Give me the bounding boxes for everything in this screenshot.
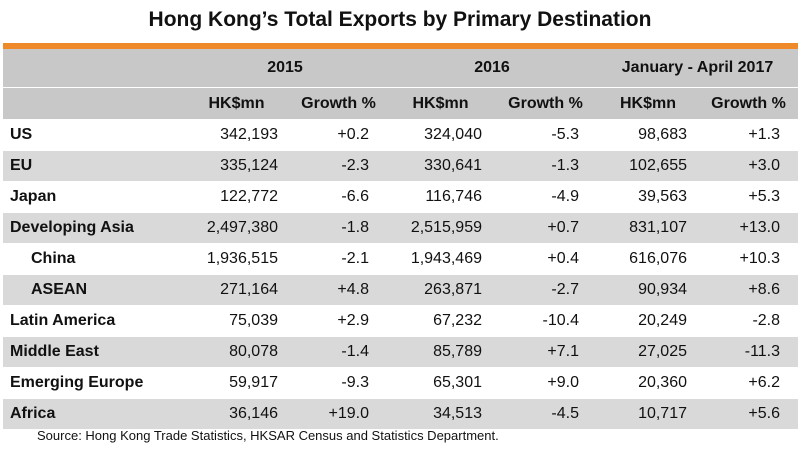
growth-cell: -1.8 <box>290 212 387 244</box>
value-cell: 330,641 <box>387 150 494 182</box>
row-label: Developing Asia <box>3 212 183 244</box>
value-cell: 122,772 <box>183 181 290 213</box>
value-cell: 36,146 <box>183 398 290 429</box>
value-cell: 116,746 <box>387 181 494 213</box>
growth-cell: +5.3 <box>699 181 799 213</box>
value-cell: 102,655 <box>597 150 699 182</box>
growth-cell: -5.3 <box>494 119 597 151</box>
table-row: ASEAN 271,164 +4.8 263,871 -2.7 90,934 +… <box>3 274 799 306</box>
corner-cell <box>3 49 183 88</box>
value-cell: 34,513 <box>387 398 494 429</box>
value-cell: 27,025 <box>597 336 699 368</box>
value-cell: 85,789 <box>387 336 494 368</box>
table-row: Africa 36,146 +19.0 34,513 -4.5 10,717 +… <box>3 398 799 429</box>
growth-cell: +9.0 <box>494 367 597 399</box>
value-cell: 831,107 <box>597 212 699 244</box>
subheader-hkmn: HK$mn <box>183 87 290 120</box>
growth-cell: -2.3 <box>290 150 387 182</box>
row-label: EU <box>3 150 183 182</box>
growth-cell: +3.0 <box>699 150 799 182</box>
value-cell: 20,249 <box>597 305 699 337</box>
subheader-hkmn: HK$mn <box>597 87 699 120</box>
growth-cell: -4.5 <box>494 398 597 429</box>
growth-cell: +1.3 <box>699 119 799 151</box>
value-cell: 335,124 <box>183 150 290 182</box>
growth-cell: -10.4 <box>494 305 597 337</box>
subheader-growth: Growth % <box>699 87 799 120</box>
growth-cell: -11.3 <box>699 336 799 368</box>
growth-cell: -9.3 <box>290 367 387 399</box>
row-label: Emerging Europe <box>3 367 183 399</box>
corner-cell <box>3 87 183 120</box>
growth-cell: -1.3 <box>494 150 597 182</box>
value-cell: 616,076 <box>597 243 699 275</box>
row-label: China <box>3 243 183 275</box>
value-cell: 324,040 <box>387 119 494 151</box>
growth-cell: -2.8 <box>699 305 799 337</box>
growth-cell: +19.0 <box>290 398 387 429</box>
growth-cell: +7.1 <box>494 336 597 368</box>
period-header-row: 2015 2016 January - April 2017 <box>3 49 799 88</box>
value-cell: 2,497,380 <box>183 212 290 244</box>
subheader-growth: Growth % <box>494 87 597 120</box>
value-cell: 342,193 <box>183 119 290 151</box>
growth-cell: +2.9 <box>290 305 387 337</box>
table-row: US 342,193 +0.2 324,040 -5.3 98,683 +1.3 <box>3 119 799 151</box>
growth-cell: +0.2 <box>290 119 387 151</box>
growth-cell: +0.7 <box>494 212 597 244</box>
value-cell: 65,301 <box>387 367 494 399</box>
growth-cell: -2.7 <box>494 274 597 306</box>
growth-cell: -1.4 <box>290 336 387 368</box>
growth-cell: +4.8 <box>290 274 387 306</box>
value-cell: 20,360 <box>597 367 699 399</box>
table-title: Hong Kong’s Total Exports by Primary Des… <box>148 8 652 31</box>
period-header-2016: 2016 <box>387 49 597 88</box>
growth-cell: -4.9 <box>494 181 597 213</box>
row-label: US <box>3 119 183 151</box>
table-row: Middle East 80,078 -1.4 85,789 +7.1 27,0… <box>3 336 799 368</box>
value-cell: 67,232 <box>387 305 494 337</box>
growth-cell: +10.3 <box>699 243 799 275</box>
value-cell: 98,683 <box>597 119 699 151</box>
row-label: Africa <box>3 398 183 429</box>
subheader-hkmn: HK$mn <box>387 87 494 120</box>
value-cell: 59,917 <box>183 367 290 399</box>
period-header-2017: January - April 2017 <box>597 49 799 88</box>
value-cell: 75,039 <box>183 305 290 337</box>
value-cell: 80,078 <box>183 336 290 368</box>
growth-cell: +6.2 <box>699 367 799 399</box>
growth-cell: -6.6 <box>290 181 387 213</box>
value-cell: 1,943,469 <box>387 243 494 275</box>
title-underline <box>3 43 798 49</box>
growth-cell: +5.6 <box>699 398 799 429</box>
subheader-growth: Growth % <box>290 87 387 120</box>
exports-table: 2015 2016 January - April 2017 HK$mn Gro… <box>3 49 799 429</box>
table-row: EU 335,124 -2.3 330,641 -1.3 102,655 +3.… <box>3 150 799 182</box>
table-row: Japan 122,772 -6.6 116,746 -4.9 39,563 +… <box>3 181 799 213</box>
table-row: Emerging Europe 59,917 -9.3 65,301 +9.0 … <box>3 367 799 399</box>
growth-cell: -2.1 <box>290 243 387 275</box>
value-cell: 271,164 <box>183 274 290 306</box>
subheader-row: HK$mn Growth % HK$mn Growth % HK$mn Grow… <box>3 87 799 120</box>
row-label: ASEAN <box>3 274 183 306</box>
table-row: Latin America 75,039 +2.9 67,232 -10.4 2… <box>3 305 799 337</box>
table-row: China 1,936,515 -2.1 1,943,469 +0.4 616,… <box>3 243 799 275</box>
value-cell: 263,871 <box>387 274 494 306</box>
value-cell: 2,515,959 <box>387 212 494 244</box>
value-cell: 39,563 <box>597 181 699 213</box>
row-label: Middle East <box>3 336 183 368</box>
row-label: Japan <box>3 181 183 213</box>
value-cell: 90,934 <box>597 274 699 306</box>
growth-cell: +0.4 <box>494 243 597 275</box>
source-note: Source: Hong Kong Trade Statistics, HKSA… <box>37 428 499 443</box>
value-cell: 10,717 <box>597 398 699 429</box>
period-header-2015: 2015 <box>183 49 387 88</box>
value-cell: 1,936,515 <box>183 243 290 275</box>
growth-cell: +8.6 <box>699 274 799 306</box>
row-label: Latin America <box>3 305 183 337</box>
table-row: Developing Asia 2,497,380 -1.8 2,515,959… <box>3 212 799 244</box>
growth-cell: +13.0 <box>699 212 799 244</box>
